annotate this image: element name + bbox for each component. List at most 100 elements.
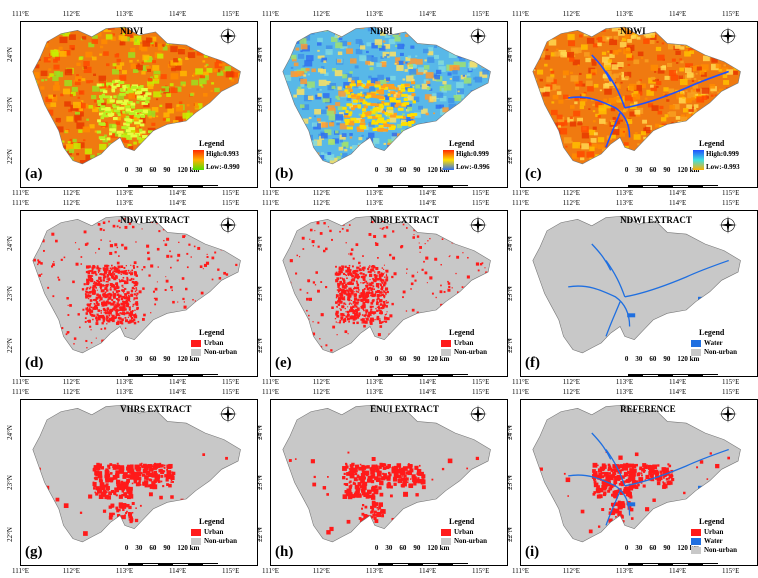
lon-tick-top: 115°E <box>722 11 739 18</box>
lat-tick-left: 24°N <box>257 425 264 440</box>
legend-swatch <box>441 340 451 347</box>
legend-swatch <box>691 340 701 347</box>
compass-rose-icon <box>219 27 237 45</box>
lat-tick-left: 24°N <box>507 425 514 440</box>
lon-tick-top: 113°E <box>116 200 133 207</box>
lon-tick-bottom: 113°E <box>116 379 133 386</box>
scale-bar <box>128 553 218 556</box>
lon-tick-bottom: 112°E <box>63 379 80 386</box>
lon-tick-bottom: 114°E <box>669 190 686 197</box>
lat-tick-left: 22°N <box>257 338 264 353</box>
lon-tick-top: 111°E <box>512 200 529 207</box>
panel-title: VIIRS EXTRACT <box>120 404 191 414</box>
lon-tick-bottom: 111°E <box>262 190 279 197</box>
scale-labels: 0 30 60 90 120 km <box>625 355 699 363</box>
legend-color-ramp <box>443 150 454 170</box>
lon-tick-bottom: 111°E <box>12 379 29 386</box>
panel-letter: (c) <box>525 167 542 182</box>
lat-tick-left: 23°N <box>7 286 14 301</box>
lon-tick-bottom: 114°E <box>669 568 686 575</box>
lon-tick-bottom: 112°E <box>313 568 330 575</box>
lon-tick-top: 115°E <box>222 389 239 396</box>
legend-swatch <box>191 349 201 356</box>
lon-tick-top: 115°E <box>722 200 739 207</box>
legend-title: Legend <box>199 517 224 526</box>
legend-title: Legend <box>449 328 474 337</box>
scale-bar <box>378 175 468 178</box>
lon-tick-top: 115°E <box>722 389 739 396</box>
lat-tick-left: 22°N <box>507 527 514 542</box>
lon-tick-top: 113°E <box>616 389 633 396</box>
lon-tick-bottom: 115°E <box>722 568 739 575</box>
lon-tick-bottom: 111°E <box>262 568 279 575</box>
panel-letter: (h) <box>275 545 293 560</box>
legend-swatch <box>691 547 701 554</box>
legend-label: Water <box>704 537 723 545</box>
lon-tick-top: 113°E <box>366 389 383 396</box>
compass-rose-icon <box>469 405 487 423</box>
scale-bar <box>628 364 718 367</box>
legend-swatch <box>441 538 451 545</box>
lat-tick-left: 23°N <box>257 286 264 301</box>
panel-title: REFERENCE <box>620 404 676 414</box>
lon-tick-bottom: 114°E <box>419 568 436 575</box>
lon-tick-top: 115°E <box>472 11 489 18</box>
legend-label: Urban <box>454 528 473 536</box>
scale-labels: 0 30 60 90 120 km <box>625 166 699 174</box>
legend-item: Non-urban <box>441 348 487 356</box>
legend-item: Urban <box>441 339 473 347</box>
panel-title: NDVI <box>120 26 143 36</box>
scale-labels: 0 30 60 90 120 km <box>125 355 199 363</box>
legend-low: Low:-0.990 <box>206 163 240 171</box>
scale-bar <box>378 553 468 556</box>
panel-letter: (i) <box>525 545 539 560</box>
compass-rose-icon <box>719 405 737 423</box>
lon-tick-bottom: 114°E <box>169 568 186 575</box>
lon-tick-bottom: 115°E <box>472 379 489 386</box>
panel-title: NDBI <box>370 26 393 36</box>
lon-tick-bottom: 114°E <box>669 379 686 386</box>
lon-tick-top: 114°E <box>669 389 686 396</box>
lat-tick-left: 23°N <box>507 286 514 301</box>
legend-swatch <box>441 529 451 536</box>
lon-tick-top: 112°E <box>563 389 580 396</box>
lon-tick-top: 112°E <box>313 200 330 207</box>
lat-tick-left: 23°N <box>7 97 14 112</box>
lat-tick-left: 23°N <box>7 475 14 490</box>
legend-item: Urban <box>191 528 223 536</box>
lon-tick-bottom: 111°E <box>512 190 529 197</box>
lat-tick-left: 22°N <box>507 338 514 353</box>
lon-tick-bottom: 115°E <box>222 190 239 197</box>
panel-letter: (g) <box>25 545 43 560</box>
panel-letter: (b) <box>275 167 293 182</box>
legend-label: Non-urban <box>704 348 737 356</box>
legend-swatch <box>191 529 201 536</box>
lon-tick-bottom: 112°E <box>313 190 330 197</box>
lon-tick-bottom: 115°E <box>222 379 239 386</box>
lon-tick-top: 112°E <box>563 200 580 207</box>
legend-color-ramp <box>193 150 204 170</box>
legend-swatch <box>441 349 451 356</box>
legend-color-ramp <box>693 150 704 170</box>
lat-tick-left: 23°N <box>257 475 264 490</box>
lon-tick-bottom: 113°E <box>366 379 383 386</box>
lon-tick-bottom: 113°E <box>116 190 133 197</box>
lon-tick-top: 112°E <box>63 200 80 207</box>
compass-rose-icon <box>469 27 487 45</box>
legend-item: Non-urban <box>191 348 237 356</box>
lat-tick-left: 22°N <box>257 149 264 164</box>
scale-labels: 0 30 60 90 120 km <box>375 544 449 552</box>
lat-tick-left: 24°N <box>7 47 14 62</box>
lon-tick-bottom: 113°E <box>366 568 383 575</box>
